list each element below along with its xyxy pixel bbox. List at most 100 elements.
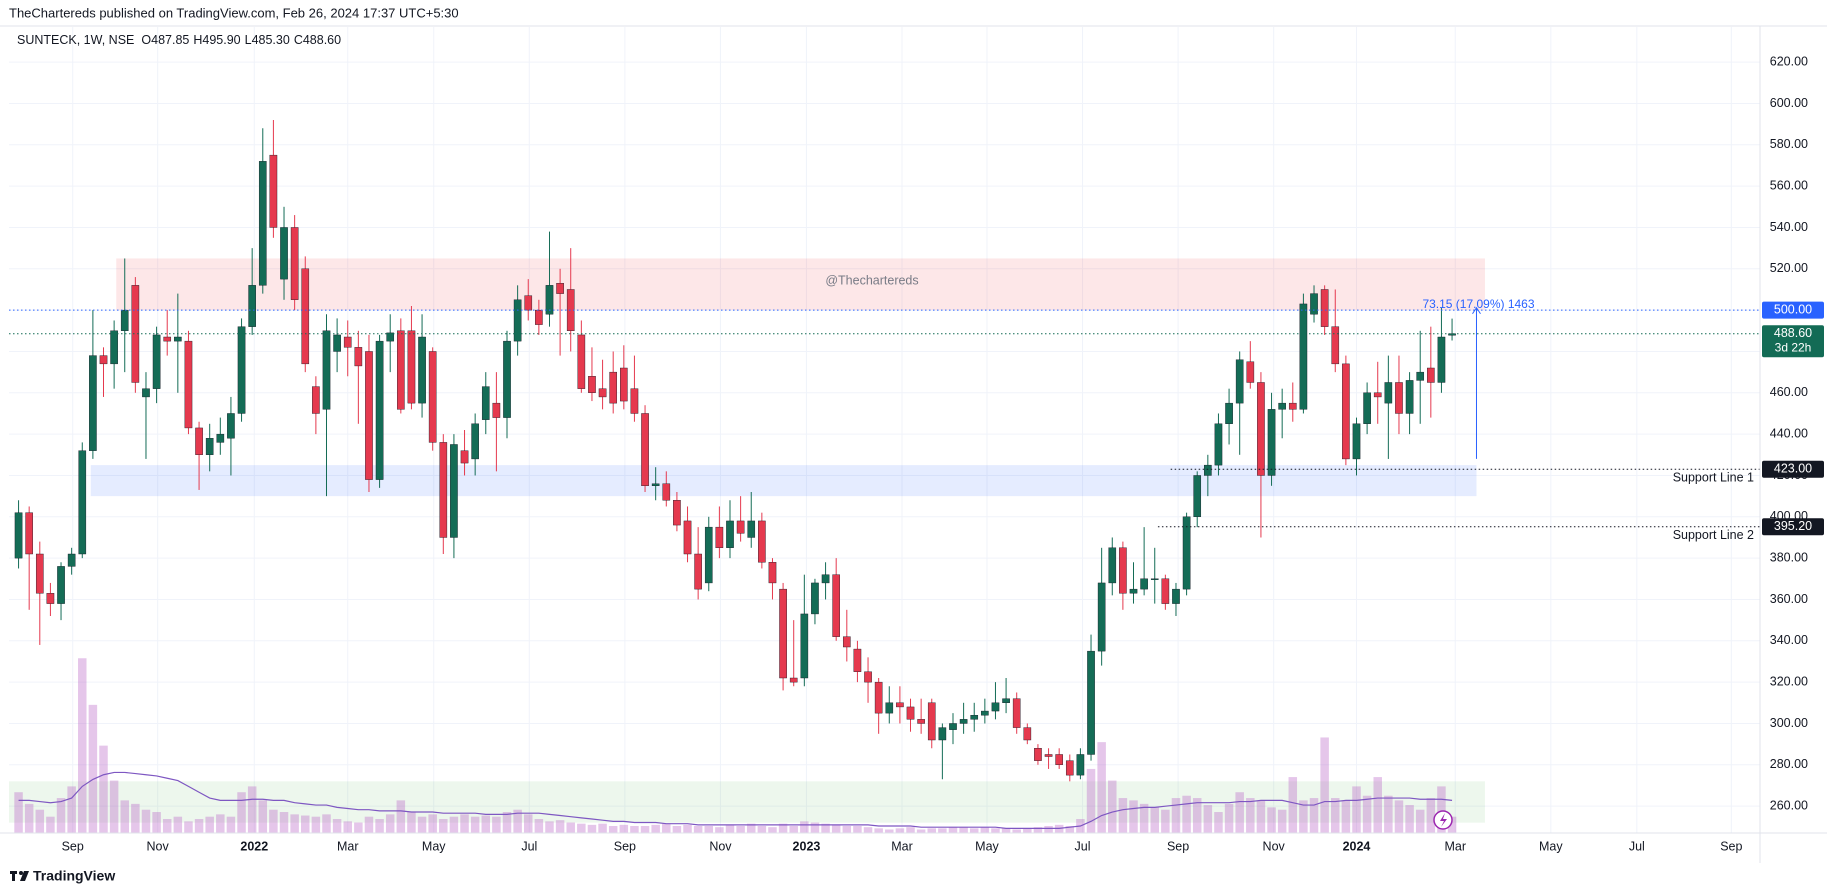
volume-bar — [619, 824, 629, 833]
x-tick-label: Sep — [1167, 839, 1189, 853]
candle-body — [397, 330, 405, 410]
volume-bar — [88, 704, 98, 833]
volume-bar — [1097, 742, 1106, 833]
candle-body — [184, 340, 193, 429]
volume-bar — [959, 827, 968, 833]
candle-body — [577, 334, 586, 389]
volume-bar — [938, 828, 947, 833]
candle-body — [365, 351, 373, 480]
volume-bar — [407, 812, 416, 833]
candle-body — [1023, 727, 1032, 741]
candle-body — [609, 371, 618, 404]
candle-body — [14, 512, 23, 559]
candle-body — [1342, 363, 1350, 460]
volume-bar — [226, 816, 236, 833]
candle-body — [1405, 380, 1414, 414]
x-tick-label: Nov — [1263, 839, 1286, 853]
volume-bar — [173, 816, 183, 833]
ohlc-legend-item: C488.60 — [294, 33, 341, 47]
volume-bar — [247, 786, 257, 833]
volume-bar — [269, 809, 278, 833]
candle-body — [1214, 423, 1223, 466]
volume-bar — [1373, 777, 1382, 833]
volume-bar — [120, 800, 129, 833]
candle-body — [917, 719, 925, 724]
volume-bar — [969, 828, 979, 833]
candle-body — [1193, 475, 1202, 518]
candle-body — [1373, 392, 1382, 398]
x-tick-label: 2023 — [793, 839, 821, 853]
candle-body — [343, 336, 352, 348]
candle-body — [832, 574, 840, 637]
candle-body — [1044, 754, 1053, 757]
ohlc-legend-item: O487.85 — [141, 33, 189, 47]
volume-bar — [948, 827, 958, 833]
volume-bar — [1437, 786, 1446, 833]
candle-body — [1097, 582, 1106, 652]
volume-bar — [587, 824, 597, 833]
price-tag — [1762, 518, 1824, 536]
volume-bar — [746, 823, 756, 833]
volume-bar — [1405, 805, 1414, 833]
candle-body — [535, 309, 543, 325]
footer-brand: TradingView — [33, 868, 115, 884]
volume-bar — [1267, 807, 1276, 833]
candle-body — [1437, 336, 1446, 383]
volume-bar — [725, 824, 735, 833]
y-tick-label: 600.00 — [1770, 96, 1808, 110]
candle-body — [460, 450, 469, 464]
volume-bar — [1118, 798, 1128, 833]
candle-body — [1288, 402, 1297, 410]
volume-bar — [343, 821, 352, 833]
price-tag-sublabel: 3d 22h — [1775, 340, 1812, 354]
price-tag — [1762, 301, 1824, 319]
volume-bar — [194, 819, 204, 833]
candle-body — [492, 402, 501, 418]
measure-label: 73.15 (17.09%) 1463 — [1422, 297, 1534, 311]
candle-body — [1427, 367, 1435, 383]
candle-body — [1384, 382, 1393, 404]
x-tick-label: Jul — [521, 839, 537, 853]
candle-body — [131, 285, 140, 383]
candle-body — [258, 161, 267, 286]
candle-body — [864, 671, 872, 683]
volume-bar — [141, 809, 151, 833]
volume-bar — [1129, 800, 1138, 833]
candle-body — [89, 355, 97, 451]
volume-bar — [1182, 795, 1191, 833]
volume-bar — [428, 814, 437, 833]
x-tick-label: May — [1539, 839, 1563, 853]
volume-bar — [1044, 826, 1053, 833]
logo-shape — [12, 871, 15, 881]
volume-bar — [598, 823, 607, 833]
y-tick-label: 300.00 — [1770, 716, 1808, 730]
volume-bar — [237, 792, 246, 833]
volume-bar — [524, 814, 533, 833]
y-tick-label: 280.00 — [1770, 757, 1808, 771]
volume-bar — [301, 815, 310, 833]
x-tick-label: Nov — [709, 839, 732, 853]
volume-bar — [555, 820, 565, 833]
alert-bolt — [1440, 813, 1447, 827]
candle-body — [620, 367, 628, 402]
candle-body — [949, 723, 957, 730]
candle-body — [1087, 650, 1095, 755]
volume-bar — [1012, 829, 1021, 833]
volume-bar — [449, 816, 459, 833]
symbol-legend: SUNTECK, 1W, NSE O487.85 H495.90 L485.30 C48… — [17, 33, 341, 47]
y-tick-label: 540.00 — [1770, 220, 1808, 234]
x-tick-label: Sep — [614, 839, 636, 853]
candle-body — [1416, 371, 1425, 381]
candle-body — [333, 334, 341, 352]
candle-body — [789, 677, 798, 683]
volume-bar — [800, 821, 809, 833]
volume-bar — [1033, 827, 1043, 833]
volume-bar — [46, 816, 55, 833]
candle-body — [1161, 578, 1170, 604]
price-tag-label: 423.00 — [1774, 462, 1812, 476]
volume-bar — [1192, 798, 1202, 833]
volume-bar — [375, 819, 384, 833]
candle-body — [726, 520, 734, 549]
volume-bar — [608, 826, 618, 833]
volume-bar — [874, 828, 883, 833]
